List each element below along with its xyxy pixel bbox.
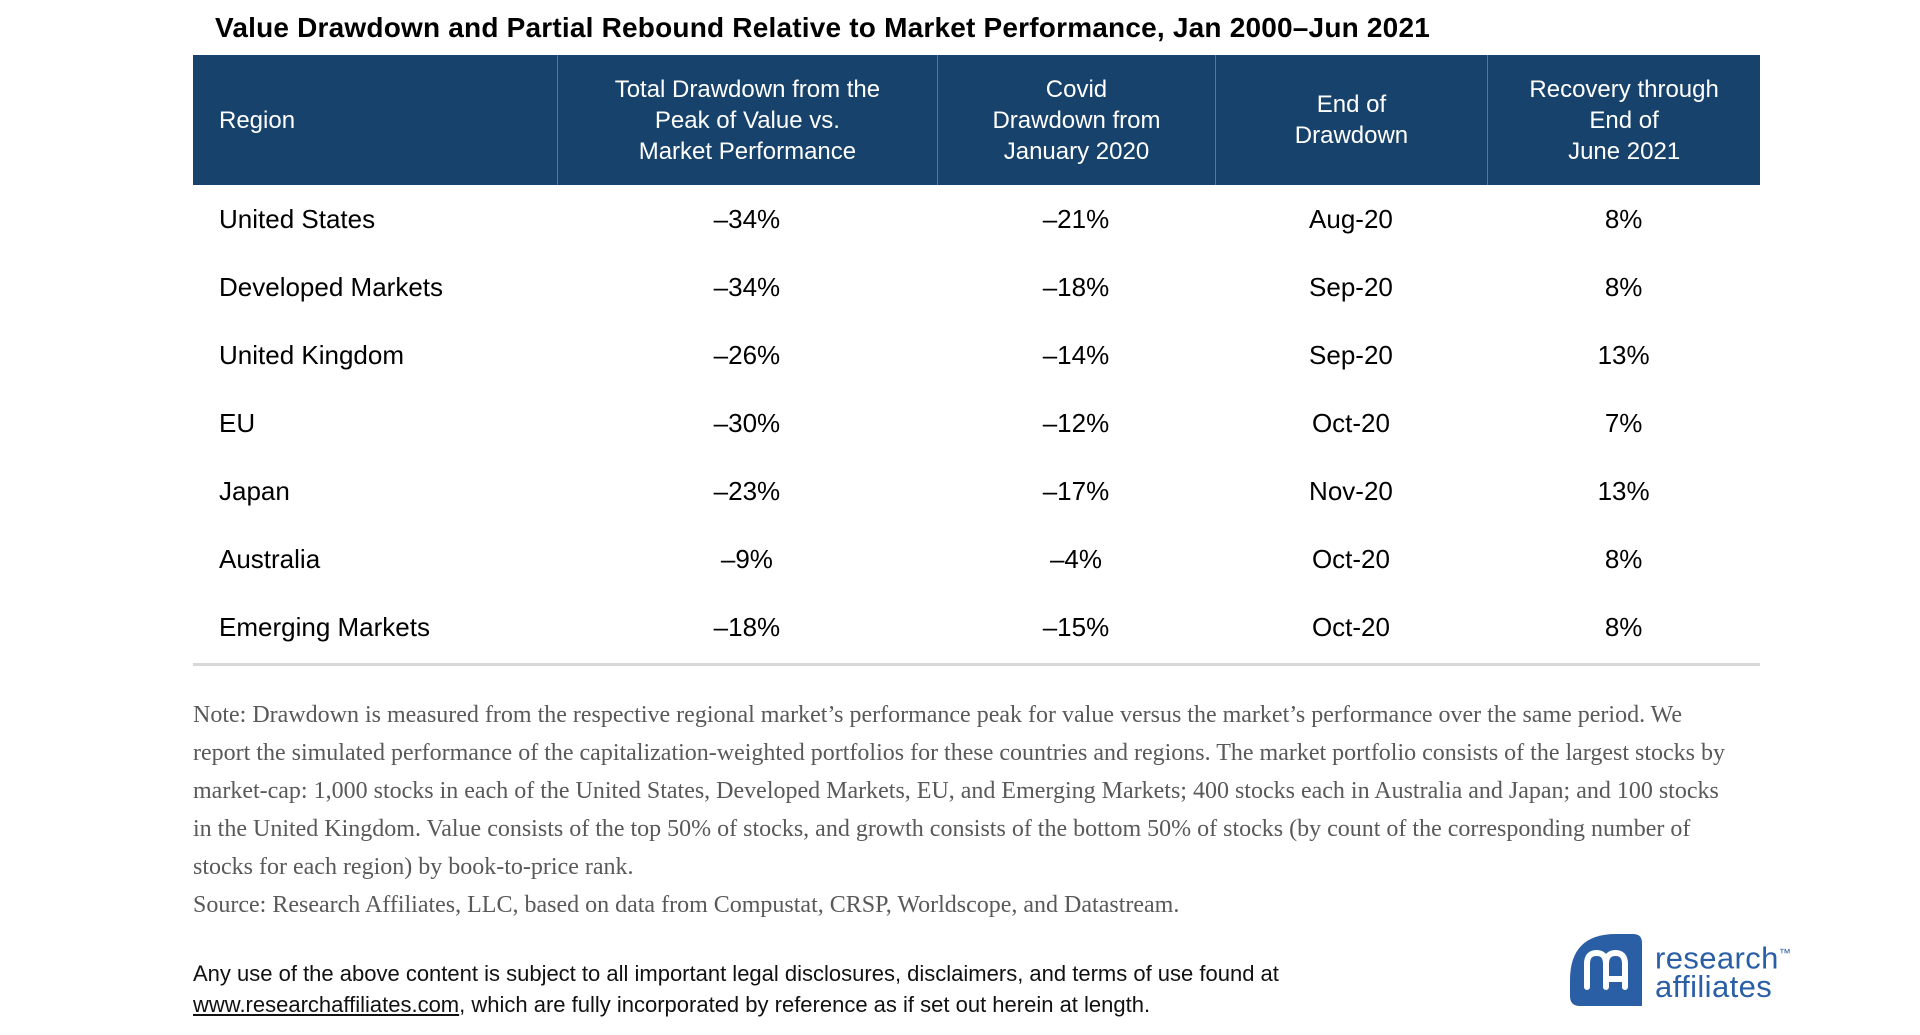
cell-total_drawdown: –34% — [713, 271, 781, 302]
cell-recovery: 8% — [1604, 271, 1643, 302]
cell-recovery: 8% — [1604, 203, 1643, 234]
cell-recovery: 13% — [1597, 475, 1650, 506]
disclaimer-line1: Any use of the above content is subject … — [193, 961, 1279, 986]
cell-end_of_drawdown: Sep-20 — [1309, 339, 1393, 370]
logo-wordmark: research™ affiliates — [1655, 939, 1791, 1005]
cell-covid_drawdown: –21% — [1042, 203, 1110, 234]
cell-end_of_drawdown: Oct-20 — [1311, 407, 1390, 438]
cell-recovery: 8% — [1604, 543, 1643, 574]
notes-block: Note: Drawdown is measured from the resp… — [193, 696, 1738, 924]
cell-total_drawdown: –23% — [713, 475, 781, 506]
cell-total_drawdown: –26% — [713, 339, 781, 370]
note-text: Note: Drawdown is measured from the resp… — [193, 702, 1726, 880]
cell-region: Emerging Markets — [219, 611, 430, 642]
cell-covid_drawdown: –14% — [1042, 339, 1110, 370]
cell-total_drawdown: –30% — [713, 407, 781, 438]
table-bottom-rule — [193, 663, 1760, 666]
cell-covid_drawdown: –18% — [1042, 271, 1110, 302]
table-row: United States –34% –21% Aug-20 8% — [193, 185, 1760, 253]
cell-end_of_drawdown: Nov-20 — [1309, 475, 1393, 506]
column-header-end-of-drawdown: End of Drawdown — [1214, 55, 1488, 185]
cell-covid_drawdown: –4% — [1049, 543, 1102, 574]
legal-disclaimer: Any use of the above content is subject … — [193, 958, 1393, 1020]
column-header-covid-drawdown: Covid Drawdown from January 2020 — [937, 55, 1214, 185]
cell-recovery: 8% — [1604, 611, 1643, 642]
logo-word-affiliates: affiliates — [1655, 969, 1773, 1005]
table-row: Emerging Markets –18% –15% Oct-20 8% — [193, 593, 1760, 661]
cell-total_drawdown: –9% — [720, 543, 773, 574]
table-row: United Kingdom –26% –14% Sep-20 13% — [193, 321, 1760, 389]
cell-recovery: 7% — [1604, 407, 1643, 438]
research-affiliates-logo: research™ affiliates — [1570, 934, 1791, 1006]
column-header-total-drawdown: Total Drawdown from the Peak of Value vs… — [556, 55, 938, 185]
page-title: Value Drawdown and Partial Rebound Relat… — [215, 12, 1431, 43]
cell-total_drawdown: –18% — [713, 611, 781, 642]
exhibit: Value Drawdown and Partial Rebound Relat… — [193, 0, 1790, 1020]
cell-region: EU — [219, 407, 256, 438]
cell-end_of_drawdown: Oct-20 — [1311, 543, 1390, 574]
table-header-row: Region Total Drawdown from the Peak of V… — [193, 55, 1760, 185]
column-header-recovery: Recovery through End of June 2021 — [1487, 55, 1760, 185]
research-affiliates-mark-icon — [1570, 934, 1642, 1006]
column-header-region: Region — [219, 106, 296, 134]
cell-region: Japan — [219, 475, 290, 506]
table-row: EU –30% –12% Oct-20 7% — [193, 389, 1760, 457]
cell-region: Developed Markets — [219, 271, 443, 302]
cell-covid_drawdown: –17% — [1042, 475, 1110, 506]
drawdown-table: Region Total Drawdown from the Peak of V… — [193, 55, 1760, 666]
cell-covid_drawdown: –12% — [1042, 407, 1110, 438]
cell-region: United Kingdom — [219, 339, 404, 370]
table-row: Japan –23% –17% Nov-20 13% — [193, 457, 1760, 525]
cell-recovery: 13% — [1597, 339, 1650, 370]
cell-end_of_drawdown: Sep-20 — [1309, 271, 1393, 302]
table-row: Australia –9% –4% Oct-20 8% — [193, 525, 1760, 593]
logo-word-research: research — [1655, 940, 1779, 976]
table-body: United States –34% –21% Aug-20 8% Developed M… — [193, 185, 1760, 661]
cell-covid_drawdown: –15% — [1042, 611, 1110, 642]
table-row: Developed Markets –34% –18% Sep-20 8% — [193, 253, 1760, 321]
cell-end_of_drawdown: Aug-20 — [1309, 203, 1393, 234]
source-text: Source: Research Affiliates, LLC, based … — [193, 892, 1180, 918]
disclaimer-after-link: , which are fully incorporated by refere… — [459, 992, 1151, 1017]
cell-region: Australia — [219, 543, 321, 574]
cell-end_of_drawdown: Oct-20 — [1311, 611, 1390, 642]
website-link[interactable]: www.researchaffiliates.com — [193, 992, 460, 1017]
cell-total_drawdown: –34% — [713, 203, 781, 234]
trademark-symbol: ™ — [1778, 945, 1791, 960]
cell-region: United States — [219, 203, 376, 234]
